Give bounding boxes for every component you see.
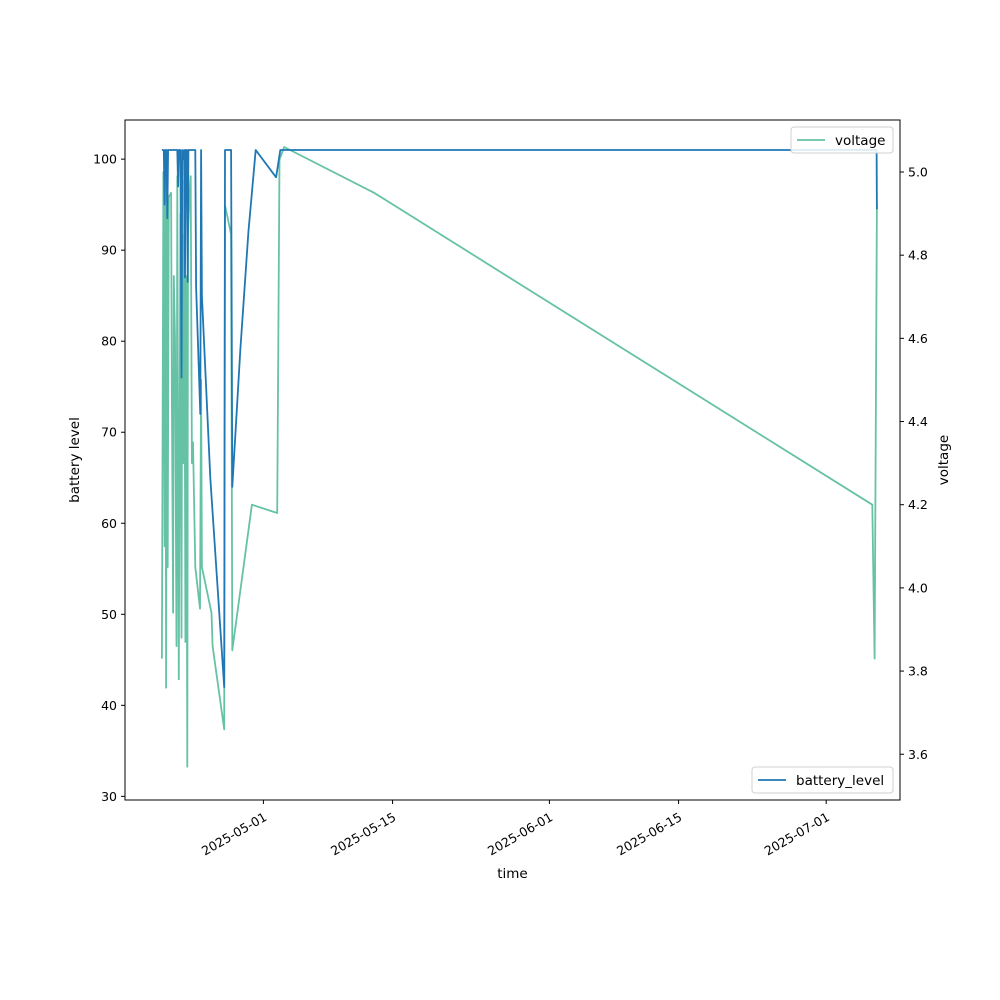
y-tick-label-left: 30 xyxy=(101,789,117,804)
y-axis-left: 30 40 50 60 70 80 90 100 xyxy=(93,152,125,804)
y-axis-label-left: battery level xyxy=(67,417,83,503)
y-axis-label-right: voltage xyxy=(936,435,952,485)
y-tick-label-left: 60 xyxy=(101,516,117,531)
series-layer xyxy=(160,146,878,768)
y-tick-label-right: 5.0 xyxy=(908,164,928,179)
legend-label: voltage xyxy=(835,133,885,149)
y-tick-label-right: 4.4 xyxy=(908,414,928,429)
y-tick-label-left: 40 xyxy=(101,698,117,713)
legend-layer: battery_level voltage xyxy=(751,126,894,794)
plot-frame xyxy=(124,119,901,801)
y-tick-label-right: 4.2 xyxy=(908,497,928,512)
legend-label: battery_level xyxy=(796,773,884,789)
y-tick-label-right: 4.0 xyxy=(908,580,928,595)
series-line-battery_level xyxy=(161,149,878,688)
legend-voltage: voltage xyxy=(790,126,894,154)
y-tick-label-left: 90 xyxy=(101,243,117,258)
y-tick-label-right: 4.6 xyxy=(908,331,928,346)
series-line-voltage xyxy=(160,146,878,768)
x-axis-label: time xyxy=(497,866,528,882)
legend-box xyxy=(751,766,894,794)
y-tick-label-left: 80 xyxy=(101,334,117,349)
y-tick-label-right: 3.6 xyxy=(908,747,928,762)
y-axis-right: 3.6 3.8 4.0 4.2 4.4 4.6 4.8 5.0 xyxy=(900,164,928,762)
y-tick-label-right: 4.8 xyxy=(908,248,928,263)
y-tick-label-right: 3.8 xyxy=(908,664,928,679)
legend-box xyxy=(790,126,894,154)
y-tick-label-left: 100 xyxy=(93,152,117,167)
legend-battery_level: battery_level xyxy=(751,766,894,794)
y-tick-label-left: 50 xyxy=(101,607,117,622)
y-tick-label-left: 70 xyxy=(101,425,117,440)
